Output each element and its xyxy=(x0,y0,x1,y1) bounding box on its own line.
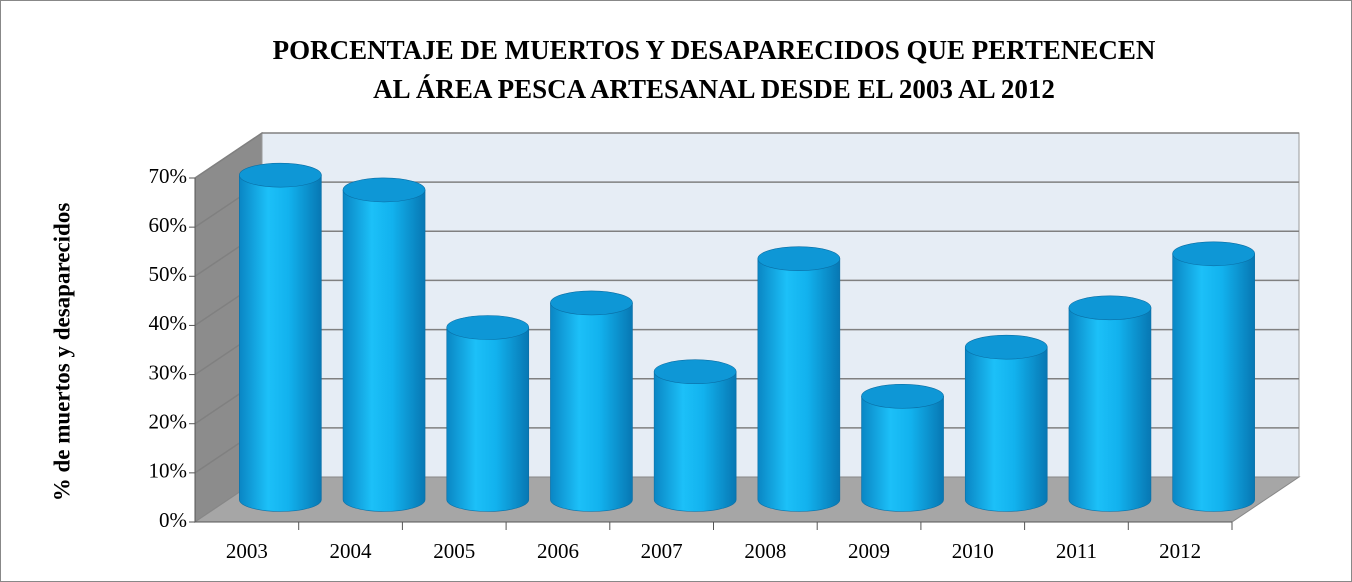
x-tick-label: 2012 xyxy=(1159,539,1201,563)
x-tick-label: 2008 xyxy=(744,539,786,563)
bar xyxy=(1068,307,1152,512)
bar-top xyxy=(964,334,1048,360)
cylinder xyxy=(1172,241,1255,512)
bar-top xyxy=(342,177,426,203)
bar-top xyxy=(1068,295,1152,321)
bar-top xyxy=(1172,241,1255,267)
bar xyxy=(757,258,841,512)
bar xyxy=(342,189,426,512)
y-tick-label: 10% xyxy=(149,459,188,483)
bar xyxy=(861,396,944,512)
x-tick-label: 2010 xyxy=(952,539,994,563)
bar xyxy=(1172,253,1255,512)
bar-top xyxy=(757,246,841,272)
y-tick-label: 40% xyxy=(149,311,188,335)
cylinder xyxy=(653,359,737,512)
bar xyxy=(653,371,737,512)
cylinder xyxy=(964,334,1048,512)
y-tick-label: 30% xyxy=(149,360,188,384)
cylinder xyxy=(757,246,841,512)
bar-top xyxy=(653,359,737,385)
bar xyxy=(239,174,322,512)
chart-title: PORCENTAJE DE MUERTOS Y DESAPARECIDOS QU… xyxy=(273,35,1156,65)
bar-top xyxy=(550,290,633,316)
cylinder xyxy=(446,315,530,512)
cylinder xyxy=(342,177,426,512)
y-axis-label: % de muertos y desaparecidos xyxy=(49,203,74,502)
x-tick-label: 2004 xyxy=(330,539,373,563)
y-tick-label: 0% xyxy=(159,508,187,532)
cylinder xyxy=(861,383,944,512)
y-tick-label: 70% xyxy=(149,164,188,188)
x-tick-label: 2011 xyxy=(1056,539,1097,563)
bar-top xyxy=(861,383,944,409)
cylinder xyxy=(550,290,633,512)
bar-top xyxy=(446,315,530,340)
bar xyxy=(446,327,530,512)
x-tick-label: 2003 xyxy=(226,539,268,563)
y-tick-label: 50% xyxy=(149,262,188,286)
grid-line xyxy=(194,132,1299,179)
cylinder xyxy=(239,162,322,512)
bar xyxy=(964,346,1048,512)
x-tick-label: 2005 xyxy=(433,539,475,563)
bar xyxy=(550,302,633,512)
x-tick-label: 2009 xyxy=(848,539,890,563)
chart-title: AL ÁREA PESCA ARTESANAL DESDE EL 2003 AL… xyxy=(373,74,1055,104)
x-tick-label: 2007 xyxy=(641,539,683,563)
bar-top xyxy=(239,162,322,188)
x-tick-label: 2006 xyxy=(537,539,579,563)
y-tick-label: 20% xyxy=(149,410,188,434)
cylinder xyxy=(1068,295,1152,512)
y-tick-label: 60% xyxy=(149,213,188,237)
